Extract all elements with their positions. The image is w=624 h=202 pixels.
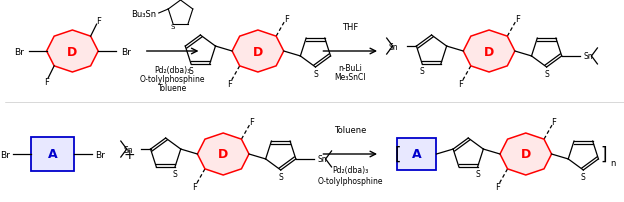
Text: Bu₃Sn: Bu₃Sn — [132, 9, 157, 18]
Text: Br: Br — [121, 47, 131, 56]
Text: D: D — [67, 45, 77, 58]
Text: ]: ] — [600, 145, 607, 163]
Text: Sn: Sn — [583, 52, 593, 61]
Text: Pd₂(dba)₃: Pd₂(dba)₃ — [155, 65, 191, 74]
Text: F: F — [459, 80, 464, 89]
Text: Br: Br — [0, 150, 10, 159]
Text: Br: Br — [95, 150, 105, 159]
Text: D: D — [253, 45, 263, 58]
FancyBboxPatch shape — [31, 137, 74, 171]
Text: n: n — [610, 158, 615, 167]
Text: S: S — [313, 70, 318, 79]
Text: Sn: Sn — [123, 145, 133, 154]
Text: O-tolylphosphine: O-tolylphosphine — [140, 74, 205, 83]
Text: D: D — [484, 45, 494, 58]
Text: F: F — [515, 15, 520, 24]
FancyBboxPatch shape — [397, 138, 437, 170]
Text: D: D — [520, 148, 531, 161]
Text: F: F — [96, 17, 101, 25]
Text: S: S — [173, 169, 177, 178]
Text: Toluene: Toluene — [158, 83, 187, 92]
Text: F: F — [552, 117, 557, 126]
Text: F: F — [284, 15, 288, 24]
Text: S: S — [278, 172, 283, 181]
Text: Toluene: Toluene — [334, 125, 366, 134]
Text: A: A — [48, 148, 57, 161]
Text: F: F — [44, 78, 49, 87]
Text: S: S — [171, 23, 175, 29]
Text: F: F — [193, 182, 197, 191]
Text: A: A — [412, 148, 421, 161]
Text: n-BuLi: n-BuLi — [338, 63, 362, 72]
Text: Pd₂(dba)₃: Pd₂(dba)₃ — [332, 166, 368, 175]
Text: +: + — [123, 147, 135, 161]
Text: Sn: Sn — [318, 155, 327, 164]
Text: F: F — [227, 80, 232, 89]
Text: THF: THF — [342, 23, 358, 32]
Text: [: [ — [395, 145, 401, 163]
Text: O-tolylphosphine: O-tolylphosphine — [318, 176, 383, 185]
Text: S: S — [188, 67, 193, 76]
Polygon shape — [500, 133, 552, 175]
Text: S: S — [581, 172, 586, 181]
Text: F: F — [249, 117, 254, 126]
Polygon shape — [47, 31, 98, 73]
Text: S: S — [475, 169, 480, 178]
Text: F: F — [495, 182, 500, 191]
Text: D: D — [218, 148, 228, 161]
Text: Br: Br — [14, 47, 24, 56]
Polygon shape — [463, 31, 515, 73]
Text: S: S — [420, 67, 424, 76]
Text: S: S — [544, 70, 549, 79]
Polygon shape — [197, 133, 249, 175]
Text: Me₃SnCl: Me₃SnCl — [334, 72, 366, 81]
Text: Sn: Sn — [389, 42, 399, 51]
Polygon shape — [232, 31, 284, 73]
